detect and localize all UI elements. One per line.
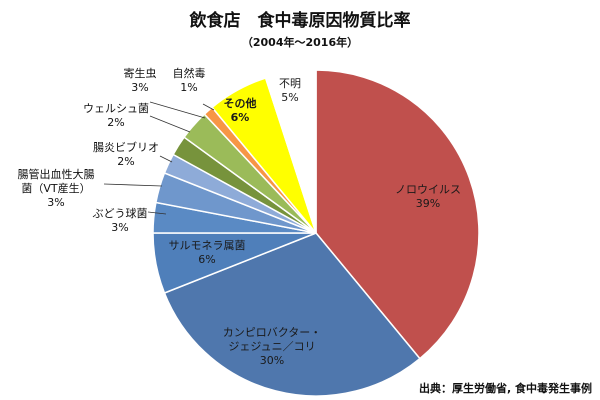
slice-name: 寄生虫 xyxy=(124,66,157,80)
source-note: 出典：厚生労働省, 食中毒発生事例 xyxy=(419,381,592,395)
slice-label: カンピロバクター・ジェジュニ／コリ 30% xyxy=(223,326,322,367)
slice-percent: 5% xyxy=(281,91,298,104)
slice-percent: 6% xyxy=(231,111,250,124)
chart-subtitle: （2004年～2016年） xyxy=(242,35,358,49)
slice-name: 不明 xyxy=(279,77,301,90)
slice-percent: 2% xyxy=(117,155,134,168)
pie-slice xyxy=(315,69,480,360)
pie-slice xyxy=(163,232,421,397)
slice-label: 自然毒 1% xyxy=(173,66,206,94)
leader-line xyxy=(103,183,163,187)
leader-line xyxy=(149,115,191,133)
slice-label: ノロウイルス 39% xyxy=(395,183,461,210)
slice-name: 腸炎ビブリオ xyxy=(93,140,159,154)
slice-label: 寄生虫 3% xyxy=(124,66,157,94)
slice-label: ぶどう球菌 3% xyxy=(93,206,148,234)
slice-name: ウェルシュ菌 xyxy=(83,102,149,115)
slice-name: サルモネラ属菌 xyxy=(169,239,246,252)
slice-name: ぶどう球菌 xyxy=(93,206,148,220)
slice-percent: 2% xyxy=(107,116,124,129)
slice-percent: 6% xyxy=(198,253,215,266)
slice-name: 腸管出血性大腸 xyxy=(18,167,95,181)
slice-label: 腸炎ビブリオ 2% xyxy=(93,140,159,168)
leader-line xyxy=(202,103,215,111)
slice-label: 腸管出血性大腸菌（VT産生） 3% xyxy=(18,167,95,209)
slice-percent: 3% xyxy=(111,221,128,234)
slice-percent: 39% xyxy=(416,197,440,210)
slice-name: ノロウイルス xyxy=(395,183,461,196)
chart-title: 飲食店 食中毒原因物質比率 xyxy=(189,10,411,31)
slice-percent: 3% xyxy=(47,196,64,209)
slice-percent: 1% xyxy=(180,81,197,94)
leader-line xyxy=(149,101,206,119)
slice-name: 自然毒 xyxy=(173,66,206,80)
pie-slices xyxy=(152,69,480,397)
slice-label: 不明 5% xyxy=(279,77,301,104)
slice-name: ジェジュニ／コリ xyxy=(228,340,315,353)
slice-label: サルモネラ属菌 6% xyxy=(169,239,246,266)
slice-name: カンピロバクター・ xyxy=(223,326,322,339)
slice-name: その他 xyxy=(224,96,257,110)
slice-percent: 30% xyxy=(260,354,284,367)
slice-label: その他 6% xyxy=(224,96,257,124)
leader-line xyxy=(159,155,173,163)
pie-slice xyxy=(264,69,317,234)
leader-line xyxy=(147,211,167,215)
slice-labels: ノロウイルス 39%カンピロバクター・ジェジュニ／コリ 30%サルモネラ属菌 6%ぶど… xyxy=(18,66,462,367)
slice-label: ウェルシュ菌 2% xyxy=(83,102,149,129)
slice-percent: 3% xyxy=(131,81,148,94)
slice-name: 菌（VT産生） xyxy=(21,181,90,195)
